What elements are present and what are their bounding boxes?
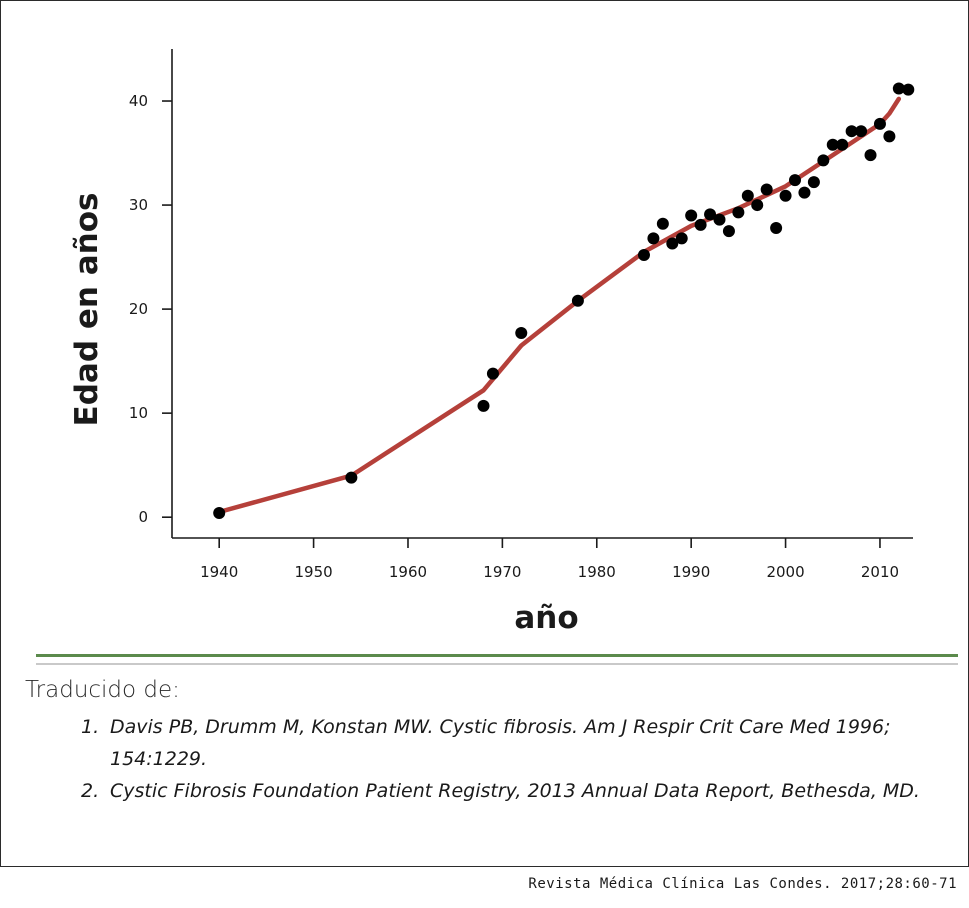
- data-point: [779, 189, 792, 202]
- data-point: [345, 471, 358, 484]
- data-point: [571, 294, 584, 307]
- reference-item: 2. Cystic Fibrosis Foundation Patient Re…: [81, 775, 951, 807]
- data-point: [666, 237, 679, 250]
- reference-text: Davis PB, Drumm M, Konstan MW. Cystic fi…: [110, 716, 891, 770]
- reference-number: 1.: [81, 716, 100, 738]
- reference-item: 1. Davis PB, Drumm M, Konstan MW. Cystic…: [81, 711, 951, 775]
- data-point: [704, 208, 717, 221]
- data-point: [656, 217, 669, 230]
- data-point: [637, 249, 650, 262]
- data-point: [855, 125, 868, 138]
- data-point: [486, 367, 499, 380]
- x-tick-label: 1940: [200, 563, 238, 581]
- y-tick-label: 40: [129, 92, 148, 110]
- x-tick-label: 1970: [483, 563, 521, 581]
- x-tick-label: 1950: [294, 563, 332, 581]
- y-axis-title: Edad en años: [69, 193, 105, 427]
- data-point: [836, 138, 849, 151]
- data-point: [798, 186, 811, 199]
- data-point: [685, 209, 698, 222]
- data-point: [694, 218, 707, 231]
- x-tick-label: 1980: [578, 563, 616, 581]
- y-tick-label: 10: [129, 404, 148, 422]
- divider-green: [36, 654, 958, 657]
- data-point: [713, 213, 726, 226]
- data-point: [751, 199, 764, 212]
- data-point: [760, 183, 773, 196]
- reference-number: 2.: [81, 780, 100, 802]
- data-point: [892, 82, 905, 95]
- translated-from-label: Traducido de:: [25, 677, 180, 703]
- data-point: [515, 327, 528, 340]
- chart: 0 10 20 30 40 1940 1950 1960 1970 1980 1990 2000 201…: [69, 49, 915, 636]
- y-tick-label: 20: [129, 300, 148, 318]
- x-tick-label: 2010: [861, 563, 899, 581]
- data-point: [817, 154, 830, 167]
- data-point: [741, 189, 754, 202]
- x-tick-label: 1960: [389, 563, 427, 581]
- data-point: [722, 225, 735, 238]
- y-tick-label: 30: [129, 196, 148, 214]
- reference-list: 1. Davis PB, Drumm M, Konstan MW. Cystic…: [81, 711, 951, 807]
- trend-line: [216, 96, 902, 515]
- data-point: [477, 399, 490, 412]
- data-point: [845, 125, 858, 138]
- x-axis-title: año: [514, 600, 578, 636]
- data-point: [902, 83, 915, 96]
- data-point: [770, 221, 783, 234]
- data-point: [789, 174, 802, 187]
- reference-text: Cystic Fibrosis Foundation Patient Regis…: [110, 780, 920, 802]
- data-point: [873, 117, 886, 130]
- source-credit: Revista Médica Clínica Las Condes. 2017;…: [528, 876, 957, 892]
- data-point: [826, 138, 839, 151]
- data-point: [732, 206, 745, 219]
- y-tick-label: 0: [138, 508, 148, 526]
- figure-frame: 0 10 20 30 40 1940 1950 1960 1970 1980 1990 2000 201…: [0, 0, 969, 867]
- data-point: [213, 507, 226, 520]
- divider-gray: [36, 663, 958, 665]
- data-point: [883, 130, 896, 143]
- x-tick-label: 2000: [766, 563, 804, 581]
- data-point: [647, 232, 660, 245]
- data-point: [864, 149, 877, 162]
- data-point: [807, 176, 820, 189]
- data-point: [675, 232, 688, 245]
- x-tick-label: 1990: [672, 563, 710, 581]
